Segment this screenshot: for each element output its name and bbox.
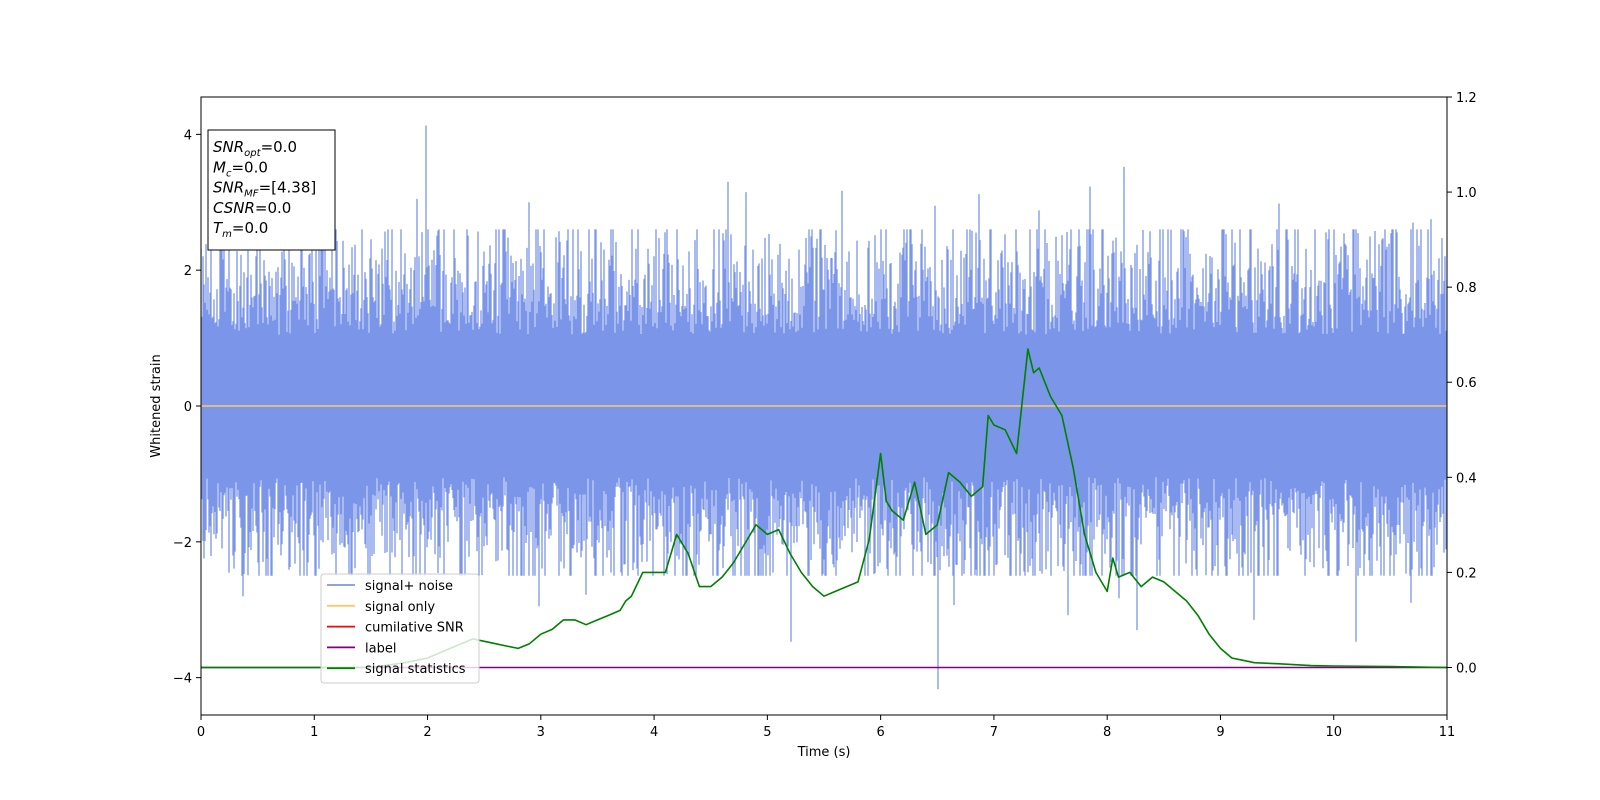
x-tick-label: 1	[310, 725, 318, 740]
y-tick-label: 2	[184, 264, 192, 279]
legend: signal+ noise signal only cumilative SNR la…	[320, 573, 480, 684]
y-tick-label: 0	[184, 400, 192, 415]
y-right-tick-label: 0.6	[1456, 376, 1477, 391]
x-tick-label: 2	[423, 725, 431, 740]
x-tick-label: 8	[1103, 725, 1111, 740]
y-axis-left: −4 −2 0 2 4	[173, 128, 201, 687]
x-tick-label: 3	[537, 725, 545, 740]
info-box-line: CSNR=0.0	[213, 199, 291, 217]
y-right-tick-label: 1.0	[1456, 186, 1477, 201]
y-right-tick-label: 0.4	[1456, 471, 1477, 486]
y-tick-label: −4	[173, 672, 192, 687]
plot-area	[201, 125, 1447, 690]
info-box-line: SNRMF=[4.38]	[213, 179, 316, 200]
y-tick-label: 4	[184, 128, 192, 143]
x-tick-label: 9	[1216, 725, 1224, 740]
series-signal-statistics	[201, 348, 1447, 669]
y-right-tick-label: 1.2	[1456, 91, 1477, 106]
legend-item: signal+ noise	[365, 579, 453, 594]
y-right-tick-label: 0.2	[1456, 566, 1477, 581]
x-tick-label: 11	[1439, 725, 1456, 740]
x-tick-label: 5	[763, 725, 771, 740]
legend-item: label	[365, 641, 396, 656]
y-tick-label: −2	[173, 536, 192, 551]
x-tick-label: 0	[197, 725, 205, 740]
y-axis-right: 0.0 0.2 0.4 0.6 0.8 1.0 1.2	[1447, 91, 1477, 676]
x-tick-label: 6	[876, 725, 884, 740]
x-tick-label: 10	[1325, 725, 1342, 740]
y-right-tick-label: 0.0	[1456, 661, 1477, 676]
info-box-line: Tm=0.0	[213, 219, 268, 240]
info-box-line: SNRopt=0.0	[213, 138, 297, 159]
y-right-tick-label: 0.8	[1456, 281, 1477, 296]
info-box-line: Mc=0.0	[213, 158, 268, 179]
y-axis-label: Whitened strain	[149, 354, 164, 457]
x-tick-label: 4	[650, 725, 658, 740]
x-axis: 0 1 2 3 4 5 6 7 8 9 10 11	[197, 715, 1455, 740]
legend-item: cumilative SNR	[365, 621, 464, 636]
x-tick-label: 7	[990, 725, 998, 740]
info-box-frame	[207, 129, 336, 251]
series-signal-noise	[201, 125, 1447, 690]
legend-frame	[320, 573, 480, 684]
legend-item: signal only	[365, 600, 435, 615]
x-axis-label: Time (s)	[797, 745, 851, 760]
legend-item: signal statistics	[365, 662, 466, 677]
